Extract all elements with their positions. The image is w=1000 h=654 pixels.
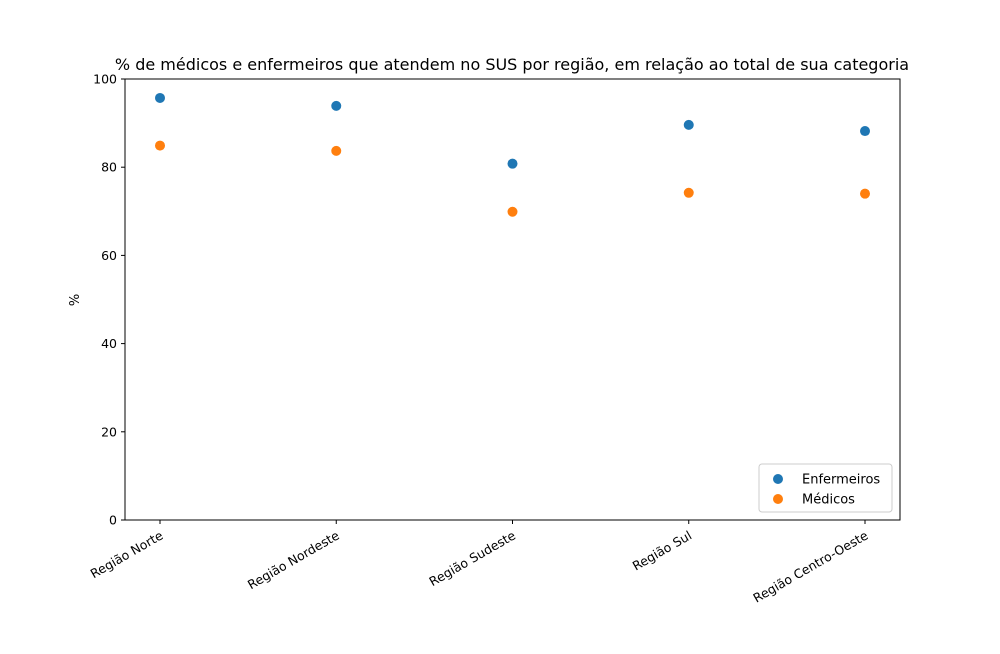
y-tick-label: 0 [109,513,117,528]
data-point-enfermeiros [507,158,518,169]
x-tick-label: Região Sul [630,528,695,574]
x-tick-label: Região Norte [88,527,166,581]
data-point-m-dicos [683,187,694,198]
data-point-m-dicos [155,140,165,151]
y-axis-label: % [68,294,83,306]
data-point-enfermeiros [331,100,342,111]
legend-box [758,463,893,513]
legend-marker [773,474,783,484]
data-point-m-dicos [860,188,870,199]
legend: Enfermeiros Médicos [758,463,893,513]
data-point-m-dicos [331,145,342,156]
y-tick-label: 40 [101,336,117,351]
legend-label: Médicos [802,493,855,508]
chart-title: % de médicos e enfermeiros que atendem n… [115,55,909,74]
plot-frame [124,78,901,521]
data-point-enfermeiros [683,119,694,130]
legend-label: Enfermeiros [802,473,880,488]
data-point-m-dicos [507,206,518,217]
plot-area: 0 20 40 60 80 100 Região Norte Região Nordeste R… [88,72,901,606]
x-tick-label: Região Sudeste [426,527,518,589]
x-tick-label: Região Centro-Oeste [750,527,870,605]
x-tick-label: Região Nordeste [245,527,342,592]
data-point-enfermeiros [155,92,165,103]
data-point-enfermeiros [860,126,870,137]
y-tick-label: 100 [93,72,117,87]
y-tick-label: 60 [101,248,117,263]
y-tick-label: 80 [101,160,117,175]
legend-marker [773,494,783,504]
y-tick-label: 20 [101,424,117,439]
